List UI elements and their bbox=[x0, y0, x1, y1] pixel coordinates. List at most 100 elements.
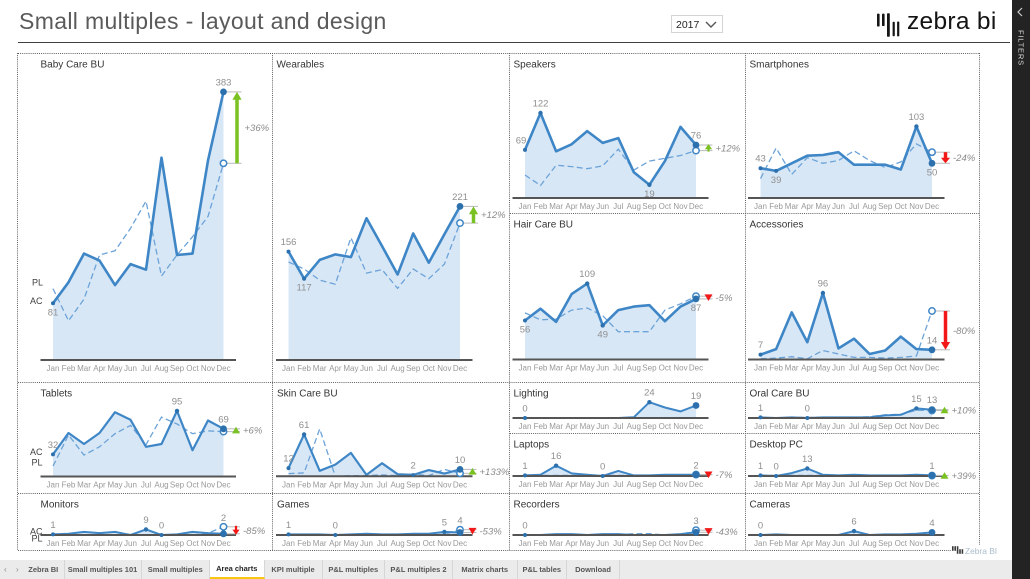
svg-text:Apr: Apr bbox=[329, 539, 342, 548]
svg-text:3: 3 bbox=[693, 516, 698, 527]
svg-text:May: May bbox=[343, 539, 358, 548]
svg-text:Dec: Dec bbox=[689, 480, 703, 489]
svg-text:Aug: Aug bbox=[862, 539, 876, 548]
svg-text:Apr: Apr bbox=[565, 480, 578, 489]
svg-text:May: May bbox=[815, 364, 830, 373]
svg-text:96: 96 bbox=[818, 279, 829, 290]
svg-text:Feb: Feb bbox=[769, 202, 783, 211]
svg-text:Dec: Dec bbox=[453, 480, 467, 489]
svg-text:Nov: Nov bbox=[909, 422, 923, 431]
svg-text:Jul: Jul bbox=[849, 202, 859, 211]
svg-text:Nov: Nov bbox=[201, 364, 215, 373]
svg-text:69: 69 bbox=[218, 414, 229, 425]
svg-text:AC: AC bbox=[30, 447, 43, 457]
svg-text:Apr: Apr bbox=[565, 202, 578, 211]
svg-text:Dec: Dec bbox=[689, 539, 703, 548]
svg-text:Oral Care BU: Oral Care BU bbox=[750, 389, 810, 400]
svg-text:Jul: Jul bbox=[849, 422, 859, 431]
svg-text:Aug: Aug bbox=[627, 539, 641, 548]
svg-text:Feb: Feb bbox=[534, 422, 548, 431]
svg-text:Sep: Sep bbox=[642, 422, 657, 431]
svg-text:Apr: Apr bbox=[801, 539, 814, 548]
svg-text:Aug: Aug bbox=[154, 364, 168, 373]
svg-text:Oct: Oct bbox=[186, 481, 199, 490]
svg-text:Jul: Jul bbox=[849, 480, 859, 489]
svg-text:7: 7 bbox=[758, 340, 763, 351]
svg-text:+12%: +12% bbox=[481, 210, 506, 221]
svg-text:1: 1 bbox=[758, 461, 763, 472]
svg-text:103: 103 bbox=[908, 112, 924, 123]
svg-text:Apr: Apr bbox=[93, 481, 106, 490]
svg-text:Aug: Aug bbox=[862, 480, 876, 489]
svg-text:Recorders: Recorders bbox=[514, 500, 560, 511]
svg-text:+10%: +10% bbox=[952, 406, 977, 417]
svg-text:May: May bbox=[107, 481, 122, 490]
svg-text:122: 122 bbox=[533, 99, 549, 110]
svg-text:Sep: Sep bbox=[878, 202, 893, 211]
svg-text:Jul: Jul bbox=[141, 481, 151, 490]
svg-text:Skin Care BU: Skin Care BU bbox=[277, 389, 338, 400]
svg-text:Nov: Nov bbox=[909, 480, 923, 489]
svg-text:4: 4 bbox=[929, 518, 934, 529]
svg-text:1: 1 bbox=[758, 403, 763, 414]
svg-text:Zebra BI: Zebra BI bbox=[965, 546, 997, 556]
svg-text:Jul: Jul bbox=[141, 539, 151, 548]
svg-text:Apr: Apr bbox=[565, 422, 578, 431]
svg-text:383: 383 bbox=[216, 77, 232, 88]
svg-text:-80%: -80% bbox=[953, 326, 976, 337]
svg-text:Aug: Aug bbox=[627, 364, 641, 373]
svg-text:Games: Games bbox=[277, 500, 309, 511]
svg-text:Dec: Dec bbox=[689, 364, 703, 373]
svg-text:Sep: Sep bbox=[170, 539, 185, 548]
svg-text:Apr: Apr bbox=[801, 422, 814, 431]
svg-text:+12%: +12% bbox=[716, 143, 741, 154]
svg-text:Monitors: Monitors bbox=[41, 500, 79, 511]
svg-text:Apr: Apr bbox=[801, 364, 814, 373]
svg-text:Jan: Jan bbox=[47, 364, 60, 373]
svg-text:Oct: Oct bbox=[895, 202, 908, 211]
svg-text:-53%: -53% bbox=[480, 527, 503, 538]
svg-text:Jun: Jun bbox=[596, 202, 609, 211]
svg-text:Mar: Mar bbox=[313, 364, 327, 373]
svg-text:-5%: -5% bbox=[716, 293, 733, 304]
svg-text:Jun: Jun bbox=[832, 539, 845, 548]
svg-text:Jun: Jun bbox=[360, 539, 373, 548]
svg-text:Mar: Mar bbox=[549, 364, 563, 373]
svg-text:Oct: Oct bbox=[423, 364, 436, 373]
svg-text:-24%: -24% bbox=[953, 153, 976, 164]
svg-text:Dec: Dec bbox=[925, 480, 939, 489]
svg-text:Sep: Sep bbox=[642, 480, 657, 489]
svg-text:Jan: Jan bbox=[519, 422, 532, 431]
svg-text:May: May bbox=[815, 202, 830, 211]
svg-text:0: 0 bbox=[600, 462, 605, 473]
svg-text:Jun: Jun bbox=[124, 539, 137, 548]
svg-text:Dec: Dec bbox=[216, 481, 230, 490]
svg-text:Oct: Oct bbox=[895, 539, 908, 548]
svg-text:+39%: +39% bbox=[952, 471, 977, 482]
svg-text:Hair Care BU: Hair Care BU bbox=[514, 220, 573, 231]
svg-text:15: 15 bbox=[911, 394, 922, 405]
svg-text:1: 1 bbox=[50, 520, 55, 531]
svg-text:Dec: Dec bbox=[453, 364, 467, 373]
svg-text:Mar: Mar bbox=[77, 539, 91, 548]
svg-text:24: 24 bbox=[644, 388, 655, 399]
svg-text:Jun: Jun bbox=[832, 480, 845, 489]
svg-text:-85%: -85% bbox=[243, 526, 266, 537]
svg-text:Jun: Jun bbox=[360, 364, 373, 373]
svg-text:Sep: Sep bbox=[878, 539, 893, 548]
svg-text:16: 16 bbox=[551, 451, 562, 462]
svg-text:Feb: Feb bbox=[534, 202, 548, 211]
svg-text:Aug: Aug bbox=[627, 422, 641, 431]
svg-text:Tablets: Tablets bbox=[41, 389, 73, 400]
svg-text:43: 43 bbox=[755, 154, 766, 165]
svg-text:Jul: Jul bbox=[377, 539, 387, 548]
svg-text:5: 5 bbox=[442, 517, 447, 528]
svg-text:Apr: Apr bbox=[801, 480, 814, 489]
svg-text:95: 95 bbox=[172, 396, 183, 407]
svg-text:Speakers: Speakers bbox=[514, 60, 556, 71]
svg-text:Feb: Feb bbox=[534, 480, 548, 489]
svg-text:Sep: Sep bbox=[406, 364, 421, 373]
svg-text:Mar: Mar bbox=[313, 539, 327, 548]
svg-text:Aug: Aug bbox=[154, 481, 168, 490]
svg-text:May: May bbox=[815, 539, 830, 548]
